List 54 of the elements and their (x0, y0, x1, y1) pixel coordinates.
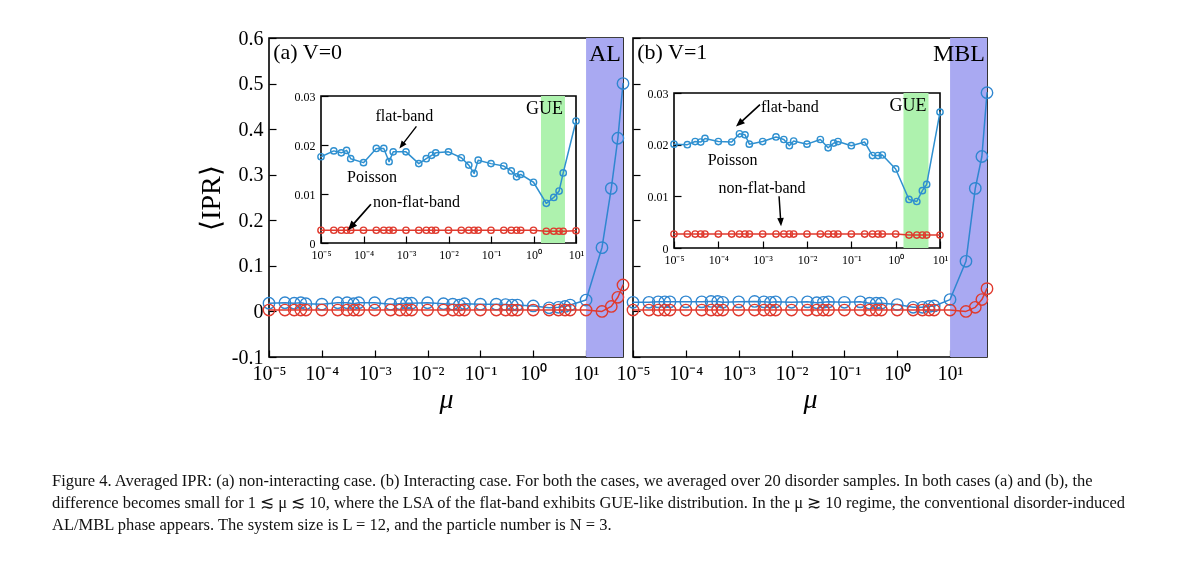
x-tick-label: 10⁰ (526, 247, 542, 262)
x-tick-label: 10⁻⁴ (708, 252, 729, 267)
x-tick-label: 10⁻³ (753, 252, 774, 267)
caption: Figure 4. Averaged IPR: (a) non-interacting case. (b) Interacting case. For both the cases, we averaged over 20 disorder samples. In both cases (a) and (b), the difference becomes small for 1 ≲ μ ≲ 10, where the LSA of the flat-band exhibits GUE-like distribution. In the μ ≳ 10 regime, the conventional disorder-induced AL/MBL phase appears. The system size is L = 12, and the particle number is N = 3. (52, 470, 1127, 536)
x-tick-label: 10⁰ (884, 361, 912, 384)
y-tick-label: 0.5 (238, 72, 264, 95)
x-tick-label: 10⁻⁵ (616, 361, 651, 384)
y-tick-label: 0.01 (294, 187, 316, 202)
y-tick-label: 0.4 (238, 117, 264, 140)
x-tick-label: 10⁻² (797, 252, 818, 267)
x-tick-label: 10⁻³ (396, 247, 417, 262)
annotation: non-flat-band (718, 179, 806, 197)
x-tick-label: 10⁻¹ (842, 252, 863, 267)
x-tick-label: 10⁻¹ (481, 247, 502, 262)
annotation: flat-band (760, 97, 819, 115)
y-tick-label: 0.03 (647, 86, 669, 101)
x-tick-label: 10⁻² (439, 247, 460, 262)
x-tick-label: 10¹ (932, 252, 949, 267)
x-tick-label: 10⁰ (520, 361, 548, 384)
y-tick-label: 0.1 (238, 254, 264, 277)
x-tick-label: 10⁻² (411, 361, 445, 384)
x-tick-label: 10⁻³ (358, 361, 392, 384)
x-tick-label: 10⁻¹ (828, 361, 862, 384)
x-axis-title: μ (802, 382, 818, 414)
band-label: MBL (932, 40, 985, 66)
y-tick-label: 0.03 (294, 89, 316, 104)
y-tick-label: 0.2 (238, 208, 264, 231)
x-tick-label: 10¹ (573, 361, 600, 384)
annotation: non-flat-band (372, 193, 460, 211)
x-tick-label: 10⁰ (888, 252, 905, 267)
y-tick-label: 0.02 (647, 138, 669, 153)
annotation: flat-band (375, 107, 434, 125)
band-label: GUE (889, 95, 927, 115)
y-tick-label: 0 (253, 299, 264, 322)
x-tick-label: 10¹ (568, 247, 585, 262)
x-tick-label: 10⁻³ (722, 361, 756, 384)
y-tick-label: 0.6 (238, 26, 264, 49)
y-axis-title: ⟨IPR⟩ (194, 165, 226, 231)
x-tick-label: 10⁻⁴ (305, 361, 340, 384)
band-label: GUE (525, 98, 563, 118)
y-tick-label: 0.3 (238, 163, 264, 186)
annotation: Poisson (347, 167, 397, 185)
x-axis-title: μ (438, 382, 454, 414)
x-tick-label: 10⁻⁴ (353, 247, 375, 262)
annotation: (a) V=0 (273, 38, 343, 64)
annotation: Poisson (707, 150, 758, 168)
x-tick-label: 10⁻¹ (464, 361, 498, 384)
x-tick-label: 10⁻⁴ (669, 361, 704, 384)
x-tick-label: 10¹ (937, 361, 964, 384)
y-tick-label: 0.02 (294, 138, 316, 153)
y-tick-label: 0.01 (647, 189, 669, 204)
x-tick-label: 10⁻² (775, 361, 809, 384)
annotation: (b) V=1 (637, 38, 708, 64)
band-label: AL (589, 40, 621, 66)
